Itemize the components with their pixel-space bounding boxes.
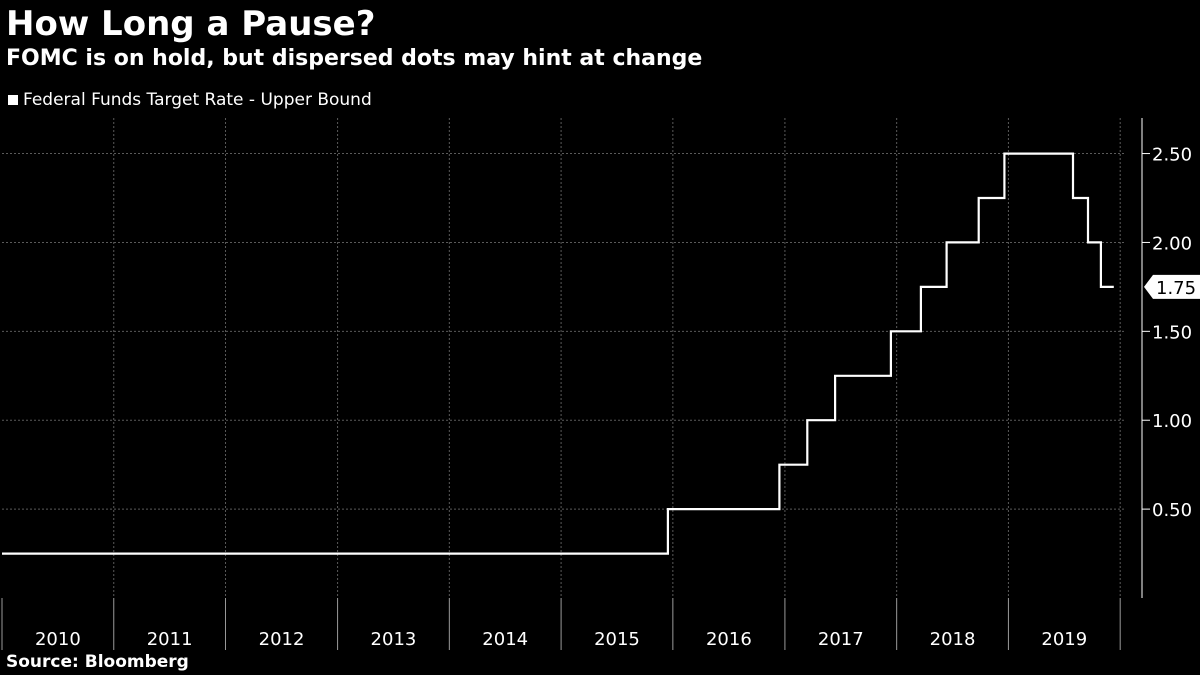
- chart-subtitle: FOMC is on hold, but dispersed dots may …: [6, 46, 703, 71]
- y-tick-label: 1.50: [1152, 322, 1192, 343]
- last-value-label: 1.75: [1156, 278, 1196, 299]
- x-tick-label: 2016: [706, 629, 752, 650]
- x-tick-label: 2014: [482, 629, 528, 650]
- last-value-flag: [1144, 274, 1200, 299]
- y-tick-label: 0.50: [1152, 500, 1192, 521]
- x-tick-label: 2018: [930, 629, 976, 650]
- legend-swatch: [8, 95, 18, 105]
- series-line: [2, 152, 1114, 555]
- x-tick-label: 2017: [818, 629, 864, 650]
- x-tick-label: 2012: [259, 629, 305, 650]
- x-tick-label: 2015: [594, 629, 640, 650]
- legend-label: Federal Funds Target Rate - Upper Bound: [23, 90, 372, 110]
- x-tick-label: 2013: [371, 629, 417, 650]
- y-tick-label: 2.00: [1152, 233, 1192, 254]
- chart-title: How Long a Pause?: [6, 4, 376, 44]
- x-tick-label: 2019: [1041, 629, 1087, 650]
- source-note: Source: Bloomberg: [6, 652, 189, 672]
- x-tick-label: 2011: [147, 629, 193, 650]
- legend: Federal Funds Target Rate - Upper Bound: [8, 90, 372, 110]
- y-tick-label: 2.50: [1152, 145, 1192, 166]
- y-tick-label: 1.00: [1152, 411, 1192, 432]
- x-tick-label: 2010: [35, 629, 81, 650]
